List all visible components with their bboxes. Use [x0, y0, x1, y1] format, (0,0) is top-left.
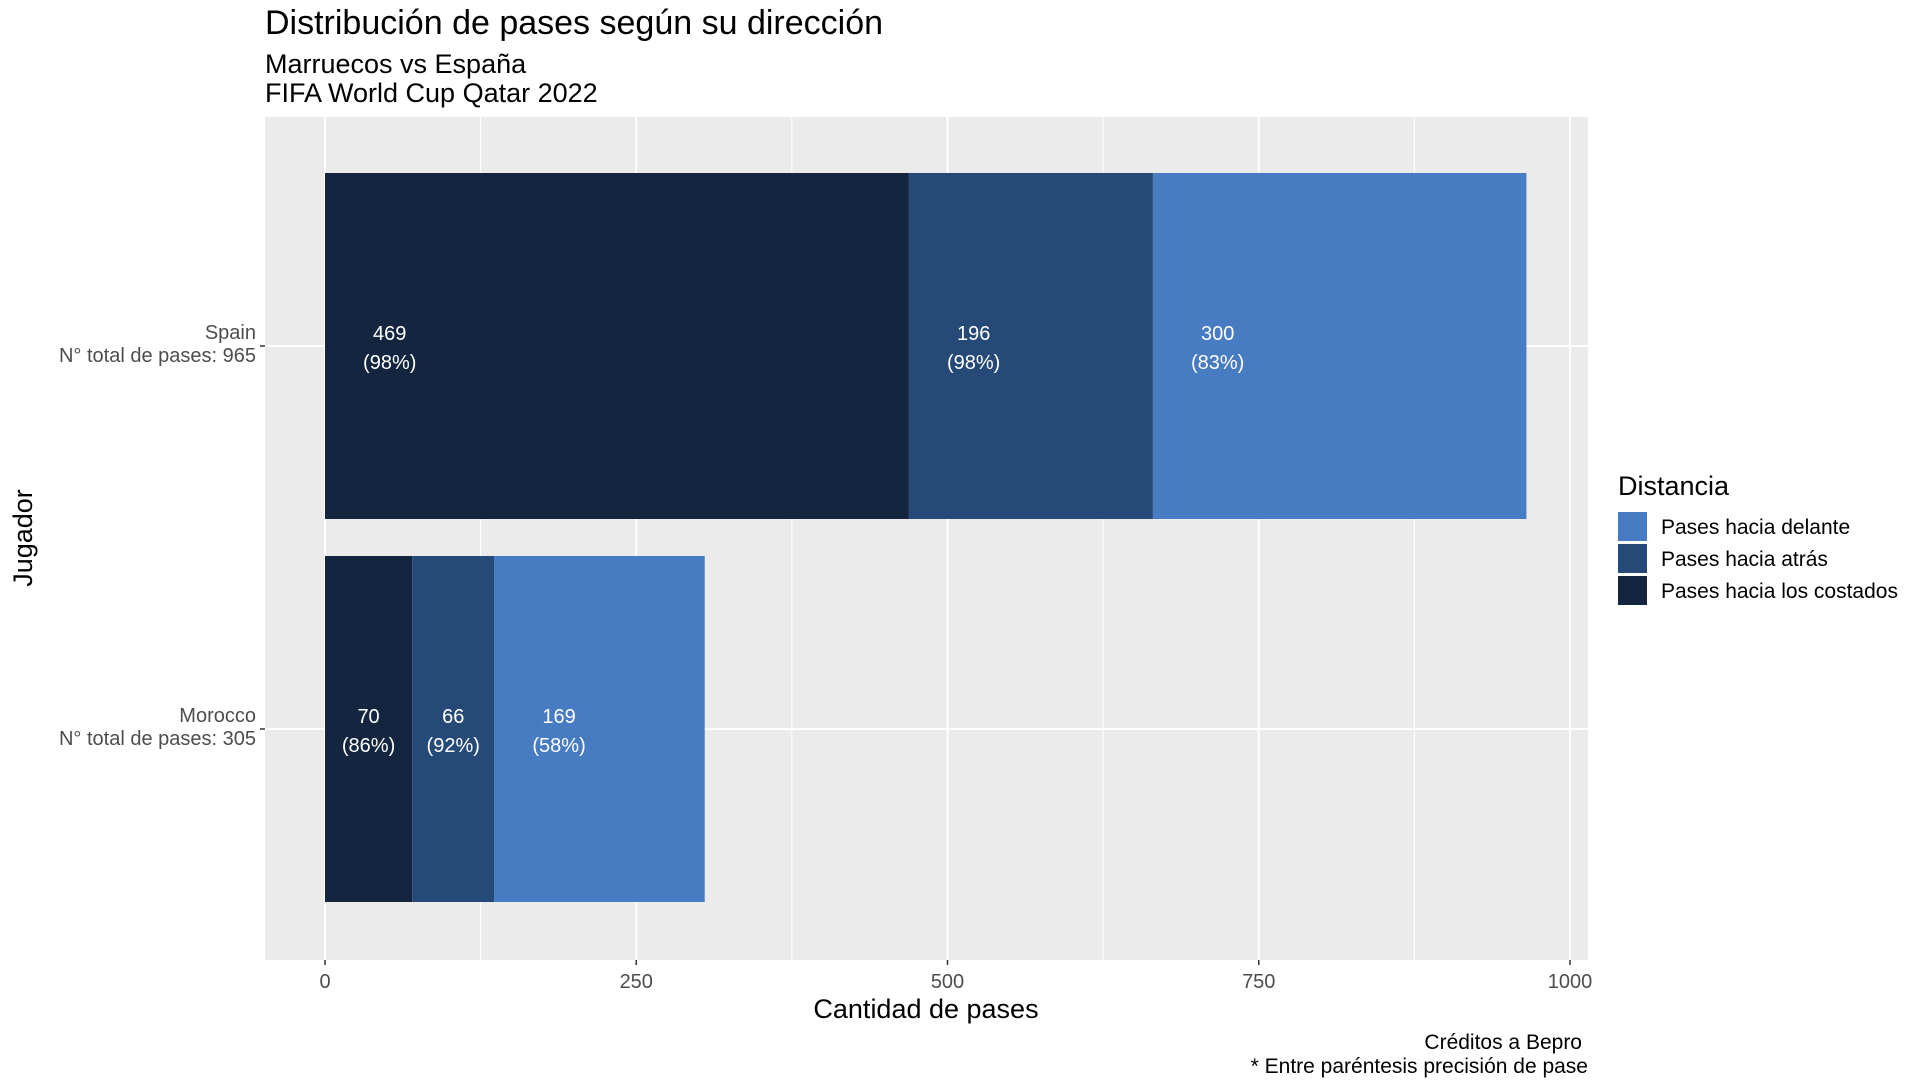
bar-segment: [325, 556, 413, 902]
bar-precision-label: (83%): [1191, 352, 1244, 374]
legend: Distancia Pases hacia delante Pases hacia…: [1618, 471, 1898, 605]
x-tick-label: 0: [319, 971, 330, 993]
bar-value-label: 70: [357, 706, 379, 728]
legend-item-label: Pases hacia los costados: [1661, 580, 1898, 603]
x-tick-label: 250: [620, 971, 653, 993]
x-axis-ticks: 0 250 500 750 1000: [319, 960, 1592, 993]
bar-value-label: 169: [542, 706, 575, 728]
y-tick-label-total: N° total de pases: 965: [59, 345, 256, 367]
chart-subtitle-line-1: Marruecos vs España: [265, 49, 527, 79]
bar-precision-label: (58%): [532, 735, 585, 757]
bar-precision-label: (86%): [342, 735, 395, 757]
y-axis-title: Jugador: [8, 489, 38, 587]
legend-title: Distancia: [1618, 471, 1730, 501]
bar-segment: [494, 556, 705, 902]
x-axis-title: Cantidad de pases: [813, 994, 1038, 1024]
bar-value-label: 196: [957, 323, 990, 345]
bar-segment: [412, 556, 495, 902]
bar-value-label: 66: [442, 706, 464, 728]
bar-segment: [325, 173, 909, 519]
bar-precision-label: (92%): [427, 735, 480, 757]
bar-segment: [1152, 173, 1527, 519]
x-tick-label: 1000: [1548, 971, 1593, 993]
bar-precision-label: (98%): [363, 352, 416, 374]
caption-line-1: Créditos a Bepro: [1424, 1031, 1582, 1054]
caption-line-2: * Entre paréntesis precisión de pase: [1251, 1055, 1588, 1078]
y-tick-label-name: Morocco: [179, 705, 256, 727]
bars: [325, 173, 1527, 902]
legend-swatch: [1618, 544, 1647, 573]
legend-swatch: [1618, 512, 1647, 541]
x-tick-label: 750: [1242, 971, 1275, 993]
bar-segment: [908, 173, 1153, 519]
y-tick-label-total: N° total de pases: 305: [59, 728, 256, 750]
legend-item-label: Pases hacia atrás: [1661, 548, 1828, 571]
chart-title: Distribución de pases según su dirección: [265, 4, 883, 42]
bar-value-label: 469: [373, 323, 406, 345]
chart-subtitle-line-2: FIFA World Cup Qatar 2022: [265, 78, 598, 108]
legend-item-label: Pases hacia delante: [1661, 516, 1850, 539]
bar-precision-label: (98%): [947, 352, 1000, 374]
y-tick-label-name: Spain: [205, 322, 256, 344]
bar-value-label: 300: [1201, 323, 1234, 345]
bar-labels: 469 (98%) 196 (98%) 300 (83%) 70 (86%) 66 (92%) 16…: [342, 323, 1244, 757]
legend-swatch: [1618, 576, 1647, 605]
x-tick-label: 500: [931, 971, 964, 993]
